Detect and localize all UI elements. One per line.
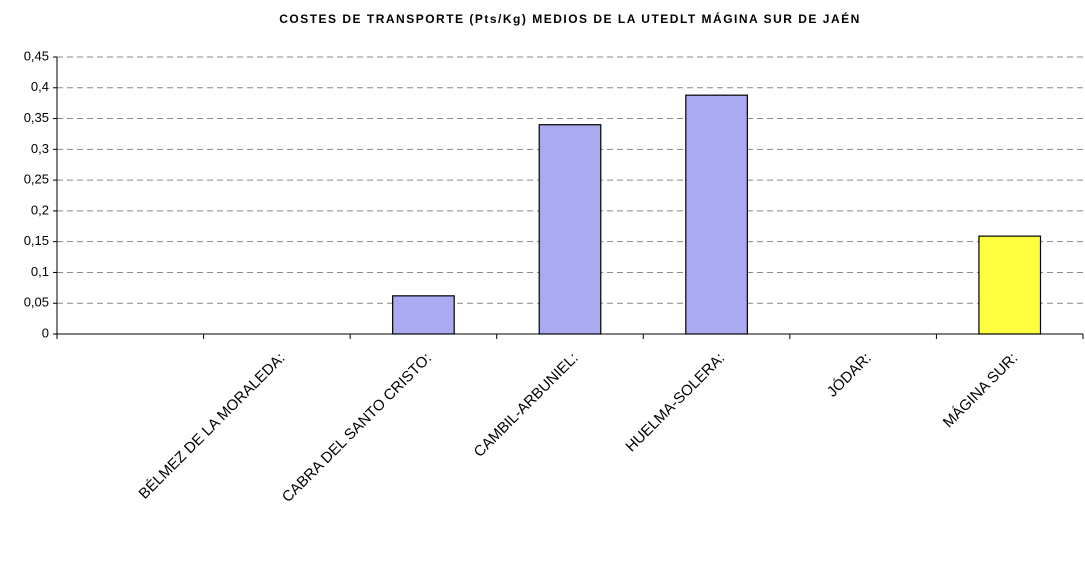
y-tick-label: 0,25 (24, 172, 49, 187)
y-tick-label: 0,45 (24, 48, 49, 63)
x-tick-label: CAMBIL-ARBUNIEL: (471, 350, 582, 461)
y-tick-label: 0,2 (31, 202, 49, 217)
y-tick-label: 0,35 (24, 110, 49, 125)
y-tick-label: 0 (42, 325, 49, 340)
bar (392, 295, 455, 335)
x-tick-label: BÉLMEZ DE LA MORALEDA: (136, 350, 289, 503)
x-tick-label: HUELMA-SOLERA: (622, 350, 728, 456)
x-tick-label: JÓDAR: (824, 350, 875, 401)
y-tick-label: 0,4 (31, 79, 49, 94)
bar (538, 124, 602, 335)
bar (978, 235, 1042, 335)
bar (685, 94, 748, 335)
chart-title: COSTES DE TRANSPORTE (Pts/Kg) MEDIOS DE … (279, 11, 861, 26)
y-tick-label: 0,3 (31, 141, 49, 156)
y-tick-label: 0,15 (24, 233, 49, 248)
y-tick-label: 0,05 (24, 295, 49, 310)
x-tick-label: MÁGINA SUR: (940, 350, 1022, 432)
y-tick-label: 0,1 (31, 264, 49, 279)
x-tick-label: CABRA DEL SANTO CRISTO: (279, 350, 435, 506)
